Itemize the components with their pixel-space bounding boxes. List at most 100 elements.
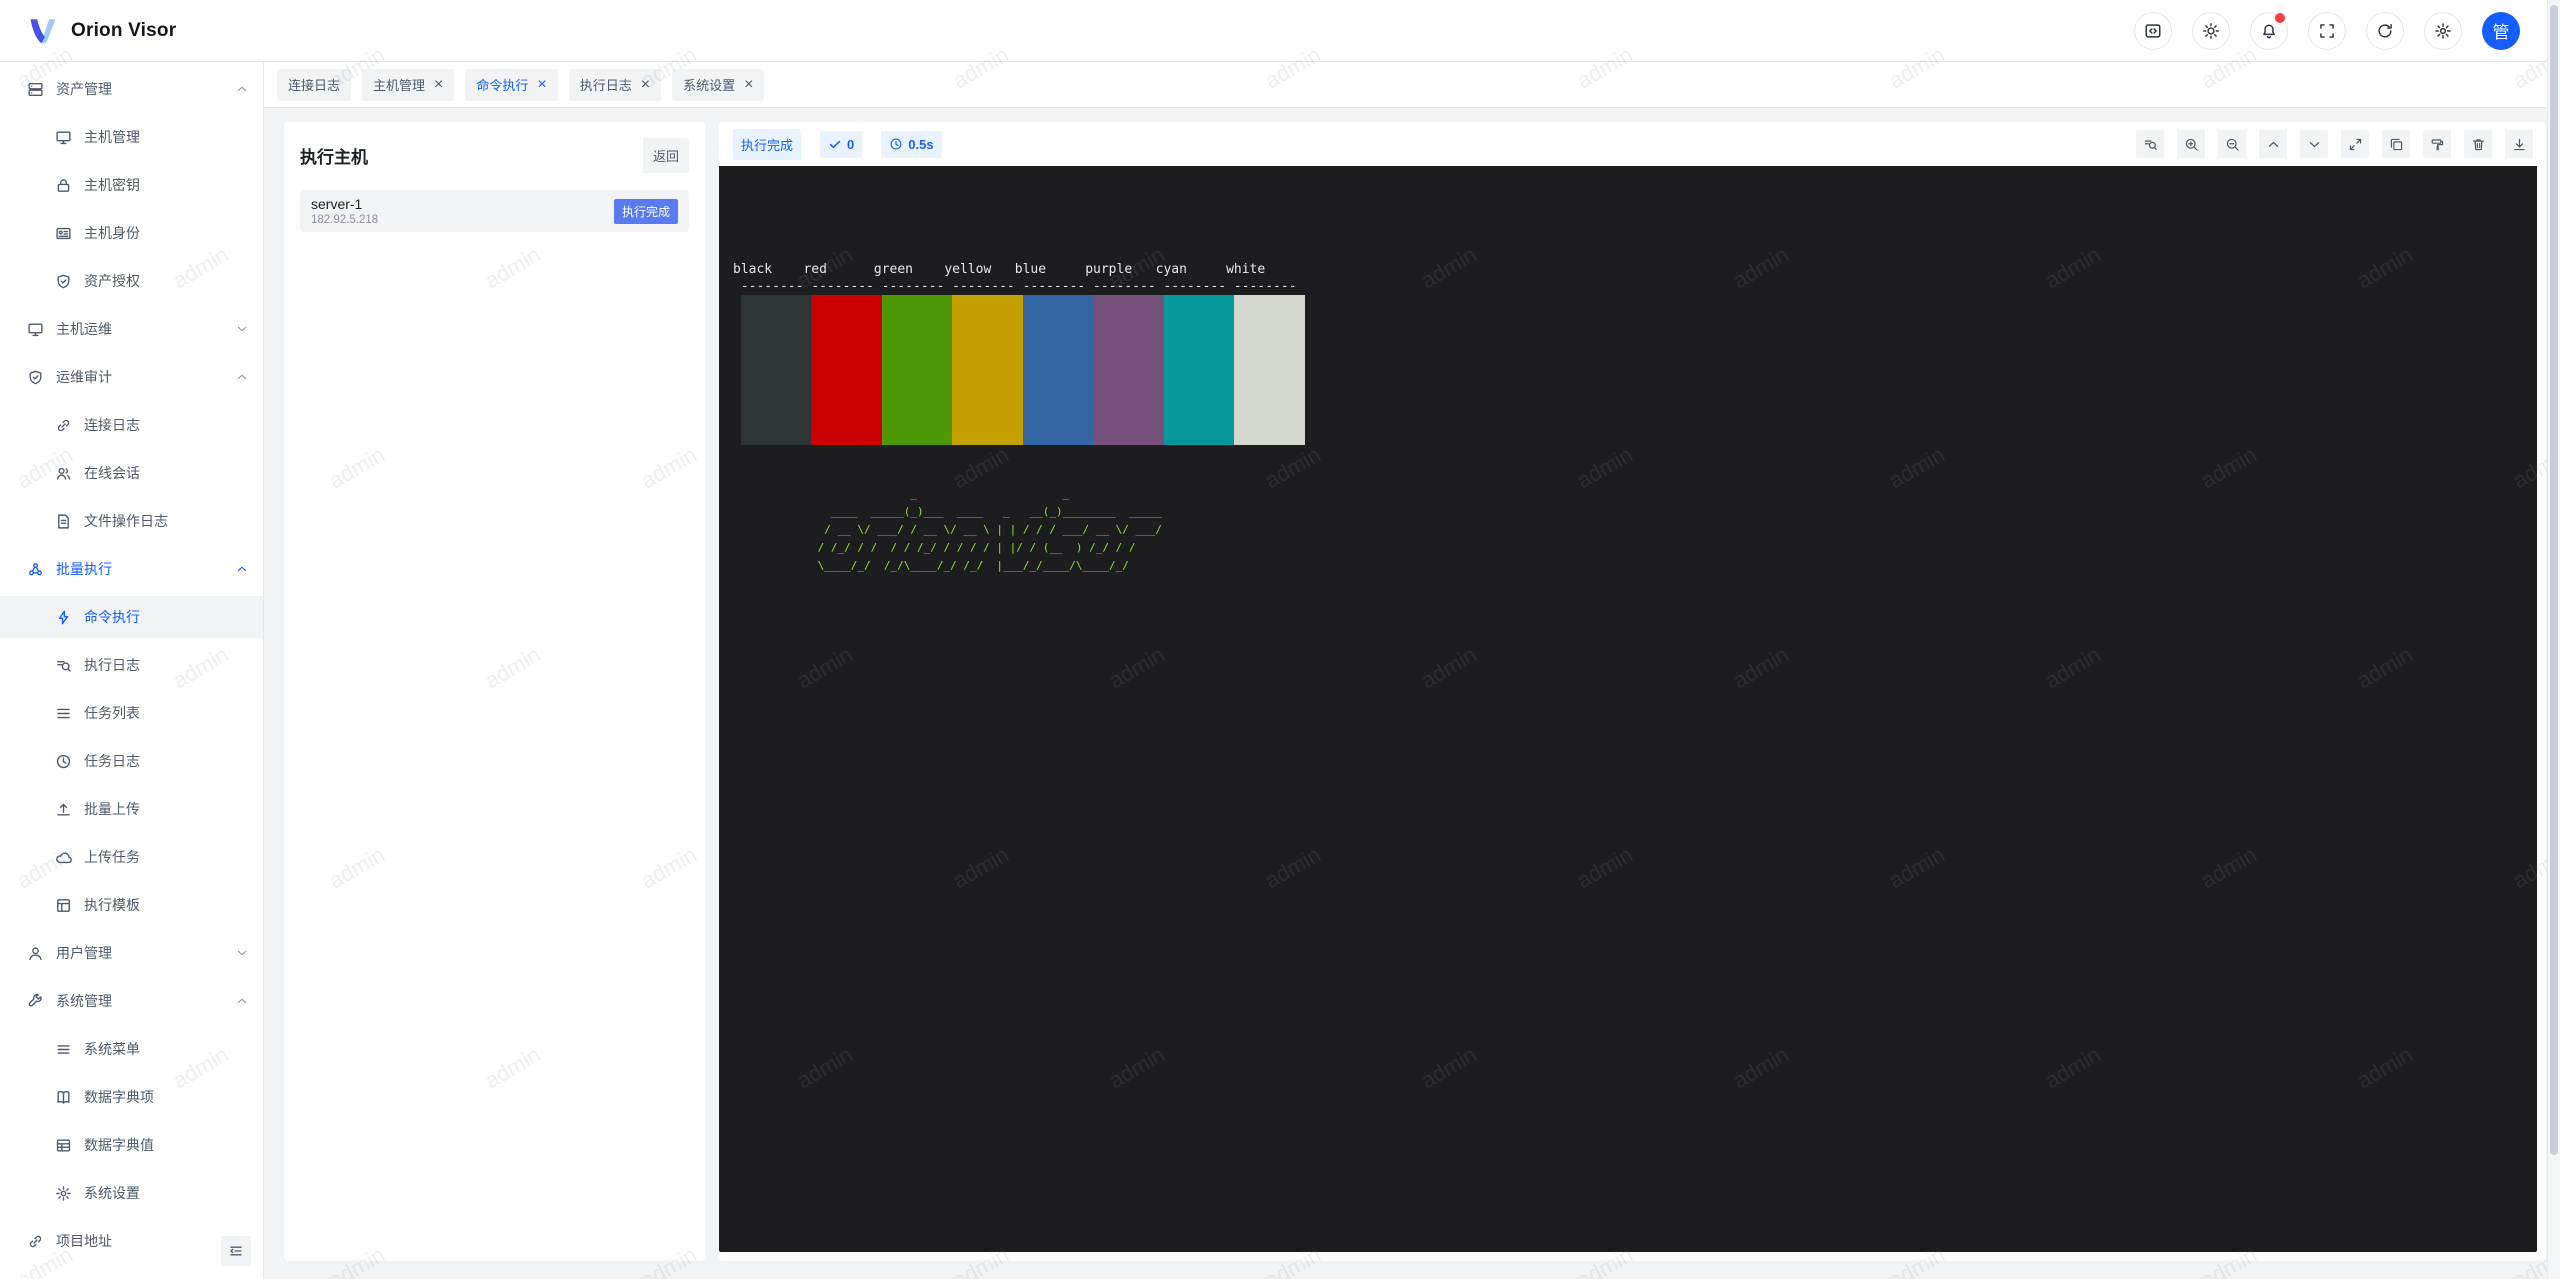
- ascii-art-banner: _ _ ____ _____(_)___ ____ _ __(_)_______…: [817, 487, 1162, 572]
- scroll-up-icon[interactable]: [2259, 130, 2287, 158]
- sidebar-item-upload-tasks[interactable]: 上传任务: [0, 836, 263, 878]
- host-list-item[interactable]: server-1 182.92.5.218 执行完成: [300, 190, 689, 232]
- sidebar-item-dict-values[interactable]: 数据字典值: [0, 1124, 263, 1166]
- refresh-icon[interactable]: [2366, 11, 2404, 50]
- check-icon: [829, 140, 841, 149]
- brand: Orion Visor: [26, 14, 176, 48]
- settings-gear-icon[interactable]: [2424, 11, 2462, 50]
- sidebar-group-user-management[interactable]: 用户管理: [0, 932, 263, 974]
- sidebar-group-ops-audit[interactable]: 运维审计: [0, 356, 263, 398]
- sidebar-item-task-log[interactable]: 任务日志: [0, 740, 263, 782]
- chevron-down-icon: [237, 950, 247, 956]
- copy-icon[interactable]: [2382, 130, 2410, 158]
- terminal-panel: 执行完成 0 0.5s: [719, 122, 2546, 1261]
- sidebar-item-execution-log[interactable]: 执行日志: [0, 644, 263, 686]
- app-title: Orion Visor: [71, 19, 177, 41]
- tab-connection-log[interactable]: 连接日志: [277, 68, 352, 101]
- clear-screen-icon[interactable]: [2423, 130, 2451, 158]
- color-block-purple: [1093, 295, 1164, 445]
- sidebar-item-connection-log[interactable]: 连接日志: [0, 404, 263, 446]
- orion-visor-logo-icon: [30, 18, 56, 43]
- expand-icon[interactable]: [2341, 130, 2369, 158]
- tab-execution-log[interactable]: 执行日志 ×: [568, 68, 662, 101]
- notification-dot: [2275, 12, 2285, 23]
- tab-close-icon[interactable]: ×: [640, 75, 651, 93]
- sidebar-item-host-keys[interactable]: 主机密钥: [0, 164, 263, 206]
- back-button[interactable]: 返回: [642, 138, 689, 173]
- sidebar-item-file-operation-log[interactable]: 文件操作日志: [0, 500, 263, 542]
- fullscreen-icon[interactable]: [2308, 11, 2346, 50]
- sidebar-item-host-identity[interactable]: 主机身份: [0, 212, 263, 254]
- chevron-up-icon: [237, 998, 247, 1004]
- theme-sun-icon[interactable]: [2192, 11, 2230, 50]
- clock-icon: [56, 754, 71, 768]
- shield-check-icon: [29, 370, 42, 384]
- exit-code-badge: 0: [820, 130, 863, 158]
- search-list-icon: [57, 660, 71, 672]
- color-block-blue: [1022, 295, 1094, 445]
- tab-system-settings[interactable]: 系统设置 ×: [672, 68, 765, 101]
- sidebar-item-host-management[interactable]: 主机管理: [0, 116, 263, 158]
- sidebar-group-batch-execution[interactable]: 批量执行: [0, 548, 263, 590]
- sidebar-item-system-menu[interactable]: 系统菜单: [0, 1028, 263, 1070]
- sidebar-item-system-settings[interactable]: 系统设置: [0, 1172, 263, 1214]
- book-icon: [57, 1090, 70, 1104]
- sidebar-item-command-execution[interactable]: 命令执行: [0, 596, 263, 638]
- notifications-bell-icon[interactable]: [2250, 11, 2288, 50]
- scrollbar-thumb[interactable]: [2550, 5, 2558, 1155]
- cloud-icon: [56, 852, 72, 863]
- zoom-out-icon[interactable]: [2218, 130, 2246, 158]
- terminal-output[interactable]: black red green yellow blue purple cyan …: [719, 166, 2537, 1252]
- sidebar-item-task-list[interactable]: 任务列表: [0, 692, 263, 734]
- link-icon: [29, 1235, 42, 1247]
- sidebar-collapse-button[interactable]: [221, 1236, 251, 1266]
- app-shell: 资产管理 主机管理 主机密钥 主机身份 资产授权 主机运维 运维审计: [0, 62, 2560, 1279]
- color-block-white: [1234, 295, 1305, 445]
- menu-lines-icon: [57, 1044, 70, 1054]
- tab-host-management[interactable]: 主机管理 ×: [362, 68, 455, 101]
- sidebar-item-online-sessions[interactable]: 在线会话: [0, 452, 263, 494]
- user-avatar[interactable]: 管: [2482, 11, 2520, 50]
- sidebar-group-system-management[interactable]: 系统管理: [0, 980, 263, 1022]
- desktop-icon: [56, 130, 71, 144]
- page-scrollbar[interactable]: [2547, 0, 2560, 1279]
- table-icon: [56, 1138, 71, 1152]
- shield-check-icon: [57, 274, 70, 288]
- wrench-icon: [28, 993, 42, 1006]
- sidebar-item-batch-upload[interactable]: 批量上传: [0, 788, 263, 830]
- lock-icon: [57, 178, 70, 192]
- gear-icon: [56, 1185, 71, 1201]
- sidebar-item-asset-authorization[interactable]: 资产授权: [0, 260, 263, 302]
- color-block-black: [741, 295, 812, 445]
- search-output-icon[interactable]: [2136, 130, 2164, 158]
- sidebar-item-execution-template[interactable]: 执行模板: [0, 884, 263, 926]
- zoom-in-icon[interactable]: [2177, 130, 2205, 158]
- cluster-icon: [29, 562, 42, 575]
- download-icon[interactable]: [2505, 130, 2533, 158]
- chevron-down-icon: [237, 326, 247, 332]
- users-icon: [56, 467, 71, 480]
- sidebar-group-asset-management[interactable]: 资产管理: [0, 68, 263, 110]
- terminal-color-blocks: [741, 295, 2537, 445]
- tab-close-icon[interactable]: ×: [537, 75, 547, 93]
- main-area: 连接日志 主机管理 × 命令执行 × 执行日志 × 系统设置 ×: [264, 62, 2560, 1279]
- sidebar-item-project-url[interactable]: 项目地址: [0, 1220, 263, 1262]
- sidebar-group-host-ops[interactable]: 主机运维: [0, 308, 263, 350]
- sidebar-item-dict-keys[interactable]: 数据字典项: [0, 1076, 263, 1118]
- terminal-color-dashes: -------- -------- -------- -------- ----…: [733, 279, 1297, 294]
- desktop-icon: [28, 322, 43, 336]
- tab-close-icon[interactable]: ×: [434, 75, 444, 93]
- list-icon: [57, 708, 70, 718]
- tab-close-icon[interactable]: ×: [744, 75, 754, 93]
- chevron-up-icon: [237, 374, 247, 380]
- duration-badge: 0.5s: [881, 130, 942, 158]
- code-window-icon[interactable]: [2134, 11, 2172, 50]
- scroll-down-icon[interactable]: [2300, 130, 2328, 158]
- trash-icon[interactable]: [2464, 130, 2492, 158]
- tab-bar: 连接日志 主机管理 × 命令执行 × 执行日志 × 系统设置 ×: [264, 62, 2560, 108]
- host-name: server-1: [311, 196, 363, 212]
- lightning-icon: [58, 610, 69, 624]
- header-actions: 管: [2134, 11, 2534, 50]
- tab-command-execution[interactable]: 命令执行 ×: [465, 68, 558, 101]
- sidebar-menu: 资产管理 主机管理 主机密钥 主机身份 资产授权 主机运维 运维审计: [0, 62, 264, 1279]
